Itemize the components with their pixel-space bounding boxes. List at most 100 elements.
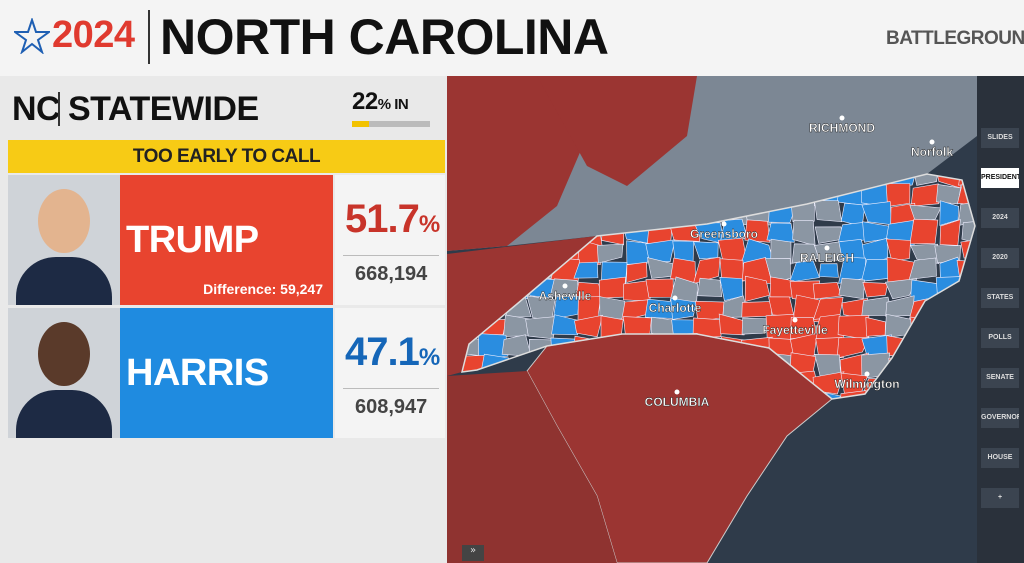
percent-value: 51.7 xyxy=(345,197,420,241)
city-label: Fayetteville xyxy=(762,323,828,337)
city-dot xyxy=(672,295,678,301)
toolbar-button[interactable]: SLIDES xyxy=(981,128,1019,148)
city-dot xyxy=(562,283,568,289)
county xyxy=(812,282,842,300)
reporting-value: 22 xyxy=(352,88,378,115)
difference: Difference: 59,247 xyxy=(203,281,323,297)
city-label: Wilmington xyxy=(834,377,899,391)
county xyxy=(645,278,674,298)
results-panel: NC STATEWIDE 22% IN TOO EARLY TO CALL TR… xyxy=(0,76,447,563)
percent-value: 47.1 xyxy=(345,330,420,374)
toolbar-button[interactable]: HOUSE xyxy=(981,448,1019,468)
separator xyxy=(343,388,439,389)
city-dot xyxy=(721,221,727,227)
county xyxy=(909,218,939,245)
separator xyxy=(343,255,439,256)
county xyxy=(885,183,911,207)
toolbar-button[interactable]: 2024 xyxy=(981,208,1019,228)
header: 2024 NORTH CAROLINA BATTLEGROUND xyxy=(0,0,1024,76)
city-label: Charlotte xyxy=(649,301,702,315)
divider xyxy=(58,92,60,126)
county xyxy=(692,256,721,285)
county xyxy=(692,317,724,338)
county xyxy=(814,200,843,222)
city-dot xyxy=(864,371,870,377)
kentucky xyxy=(447,76,587,251)
city-dot xyxy=(674,389,680,395)
county-map: RICHMOND Norfolk Greensboro RALEIGH Ashevill… xyxy=(447,76,977,563)
reporting: 22% IN xyxy=(352,88,409,116)
county xyxy=(885,278,918,300)
county xyxy=(645,239,676,262)
reporting-unit: % IN xyxy=(377,96,409,113)
toolbar-button[interactable]: + xyxy=(981,488,1019,508)
votes: 608,947 xyxy=(355,396,428,418)
county xyxy=(862,281,889,298)
county xyxy=(814,240,844,262)
county xyxy=(503,314,531,337)
county xyxy=(885,238,911,262)
toolbar-button[interactable]: SENATE xyxy=(981,368,1019,388)
county xyxy=(909,204,942,222)
expand-button[interactable]: » xyxy=(462,545,484,561)
county xyxy=(836,336,870,359)
county xyxy=(789,260,820,283)
county xyxy=(598,276,626,299)
county xyxy=(744,219,771,243)
photo-head xyxy=(38,322,90,386)
percent: 47.1% xyxy=(345,330,440,375)
divider xyxy=(148,10,150,64)
scope: STATEWIDE xyxy=(68,90,259,128)
city-label: Asheville xyxy=(539,289,592,303)
county xyxy=(818,263,839,278)
votes: 668,194 xyxy=(355,263,428,285)
county xyxy=(910,183,940,207)
candidate-photo xyxy=(8,308,120,438)
city-label: COLUMBIA xyxy=(645,395,710,409)
percent-unit: % xyxy=(418,344,440,371)
county xyxy=(912,174,939,186)
star-icon xyxy=(14,18,50,54)
city-dot xyxy=(792,317,798,323)
city-dot xyxy=(839,115,845,121)
west-virginia xyxy=(537,76,697,186)
candidate-name: TRUMP xyxy=(126,219,259,261)
city-label: RALEIGH xyxy=(800,251,854,265)
region: NC xyxy=(12,90,61,128)
toolbar-button[interactable]: STATES xyxy=(981,288,1019,308)
reporting-bar xyxy=(352,121,430,127)
county xyxy=(838,277,865,300)
county xyxy=(478,333,509,361)
county xyxy=(770,238,792,265)
reporting-fill xyxy=(352,121,370,127)
city-dot xyxy=(929,139,935,145)
county xyxy=(936,184,962,205)
toolbar-button[interactable]: PRESIDENT xyxy=(981,168,1019,188)
county xyxy=(596,243,624,264)
title: NORTH CAROLINA xyxy=(160,9,609,65)
county xyxy=(719,258,744,282)
toolbar-button[interactable]: 2020 xyxy=(981,248,1019,268)
city-label: Norfolk xyxy=(911,145,953,159)
county xyxy=(573,261,599,279)
tennessee xyxy=(447,236,597,376)
county xyxy=(768,296,795,318)
result-box: 51.7% 668,194 xyxy=(335,175,445,305)
candidate-name: HARRIS xyxy=(126,352,269,394)
county xyxy=(741,301,773,318)
photo-body xyxy=(16,257,112,305)
photo-body xyxy=(16,390,112,438)
georgia xyxy=(447,371,617,563)
county xyxy=(908,257,937,280)
county xyxy=(574,314,604,338)
toolbar-button[interactable]: POLLS xyxy=(981,328,1019,348)
toolbar-button[interactable]: GOVERNOR xyxy=(981,408,1019,428)
county xyxy=(744,275,771,302)
city-dot xyxy=(824,245,830,251)
county xyxy=(626,240,653,265)
county xyxy=(551,314,582,336)
logo: 2024 xyxy=(52,14,135,56)
county xyxy=(626,261,648,283)
candidate-box: HARRIS xyxy=(120,308,333,438)
